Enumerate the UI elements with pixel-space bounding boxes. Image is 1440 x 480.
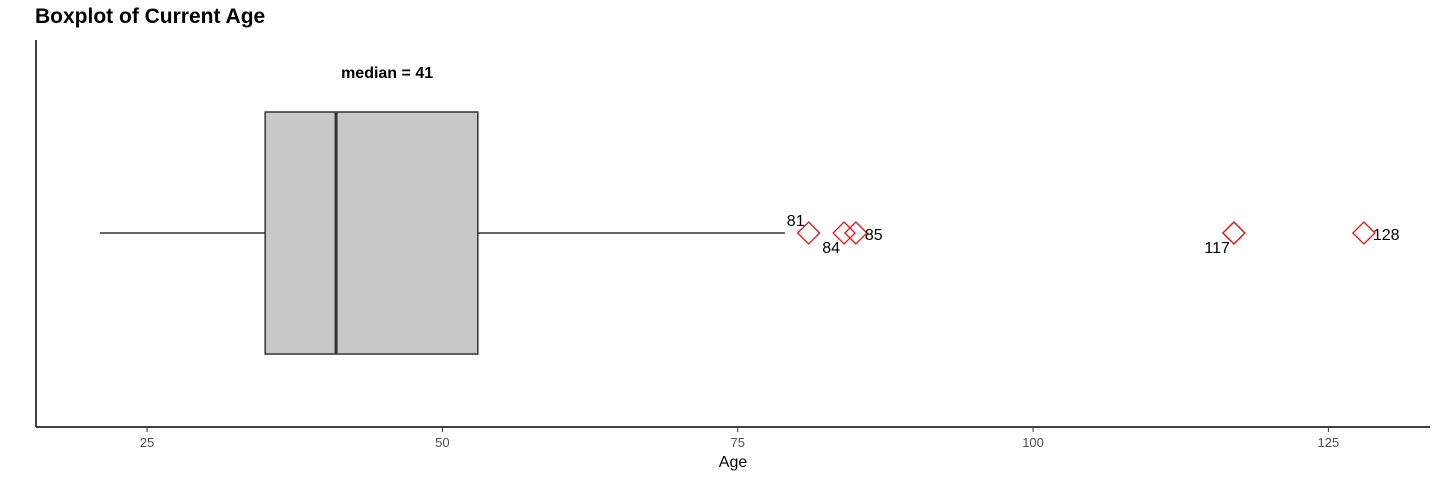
- outlier-point: [1351, 221, 1376, 245]
- outlier-point: [843, 221, 868, 245]
- axes: 25 50 75 100 125 Age: [35, 40, 1430, 471]
- x-tick-label: 100: [1022, 435, 1044, 450]
- outlier-group: 81 84 85 117 128: [787, 213, 1400, 257]
- outlier-point: [796, 221, 821, 245]
- outlier-label: 84: [822, 240, 840, 257]
- box-group: median = 41: [99, 65, 785, 355]
- outlier-label: 128: [1373, 227, 1400, 244]
- chart-title: Boxplot of Current Age: [35, 5, 266, 28]
- median-annotation: median = 41: [341, 65, 433, 82]
- outlier-point: [832, 221, 856, 245]
- x-tick-label: 125: [1318, 435, 1340, 450]
- outlier-label: 81: [787, 213, 805, 230]
- x-tick-label: 75: [730, 435, 744, 450]
- iqr-box: [264, 111, 479, 355]
- outlier-point: [1221, 221, 1246, 245]
- x-tick-label: 25: [140, 435, 154, 450]
- outlier-label: 117: [1204, 240, 1230, 257]
- outlier-label: 85: [865, 227, 883, 244]
- x-axis-title: Age: [719, 454, 748, 471]
- x-tick-label: 50: [435, 435, 449, 450]
